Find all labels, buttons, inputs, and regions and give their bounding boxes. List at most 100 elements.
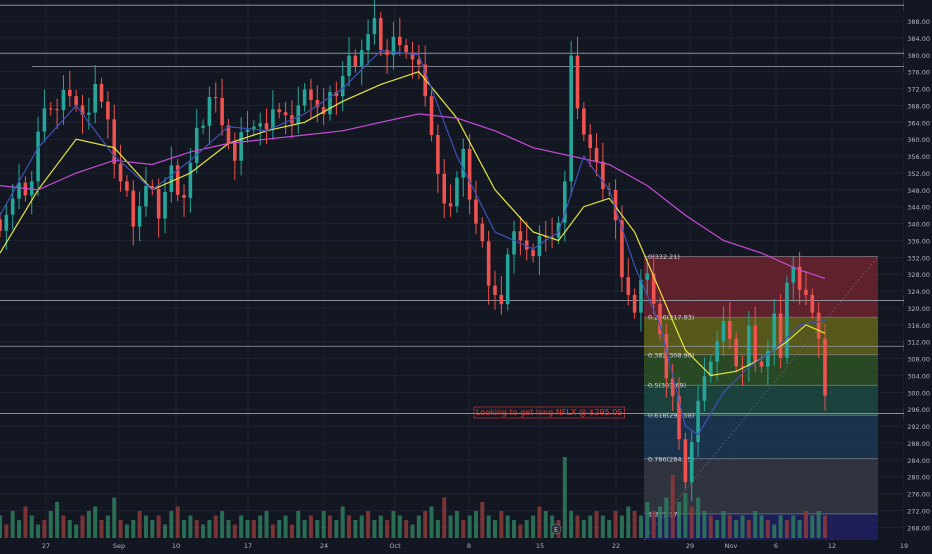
candle-body [734, 338, 738, 367]
candle-body [353, 55, 358, 67]
candle-body [404, 45, 408, 53]
volume-bar [378, 515, 383, 538]
candle-body [366, 34, 370, 51]
candle-body [245, 129, 250, 133]
volume-bar [708, 515, 713, 538]
volume-bar [473, 511, 478, 538]
candle-body [169, 165, 174, 192]
volume-bar [359, 515, 364, 538]
volume-bar [289, 524, 294, 538]
volume-bar [23, 506, 28, 538]
moving-averages [0, 49, 826, 436]
x-tick-label: 12 [828, 542, 836, 550]
earnings-marker: E [550, 523, 562, 535]
candle-body [188, 162, 193, 198]
time-axis-bg[interactable] [0, 540, 932, 550]
volume-bar [442, 497, 447, 538]
x-tick-label: 19 [900, 542, 908, 550]
candle-body [436, 135, 440, 174]
candle-body [163, 191, 167, 219]
candle-body [321, 107, 326, 115]
candle-body [68, 89, 72, 97]
x-tick-label: 17 [244, 542, 252, 550]
volume-bar [67, 520, 72, 538]
y-tick-label: 312.00 [907, 339, 930, 347]
volume-bar [791, 515, 796, 538]
volume-bar [55, 502, 60, 538]
candle-body [563, 181, 567, 223]
candle-body [613, 189, 618, 221]
volume-bar [258, 515, 263, 538]
price-axis-bg[interactable] [904, 0, 932, 550]
candle-body [150, 186, 155, 189]
candle-body [131, 190, 136, 227]
fib-zone [644, 385, 878, 416]
volume-bar [448, 515, 453, 538]
candle-body [17, 182, 21, 199]
x-tick-label: Sep [113, 542, 125, 550]
candle-body [118, 163, 123, 182]
candle-body [728, 321, 732, 339]
y-tick-label: 368.00 [907, 102, 930, 110]
volume-bar [721, 511, 726, 538]
volume-bar [61, 515, 66, 538]
candle-body [810, 294, 815, 313]
fib-trend-line [643, 256, 879, 541]
volume-bar [328, 515, 332, 538]
volume-bar [226, 520, 231, 538]
volume-bar [302, 520, 307, 538]
y-tick-label: 340.00 [907, 221, 930, 229]
x-tick-label: Nov [725, 542, 738, 550]
volume-bar [397, 515, 402, 538]
volume-bar [816, 511, 821, 538]
candle-body [474, 199, 478, 224]
candle-body [823, 338, 827, 396]
candle-body [213, 97, 218, 99]
volume-bar [270, 524, 275, 538]
candle-body [759, 361, 764, 367]
volume-bar [803, 511, 808, 538]
candle-body [258, 123, 262, 127]
volume-bar [638, 515, 643, 538]
candle-body [283, 112, 288, 116]
candle-body [99, 83, 104, 102]
candle-body [778, 313, 783, 358]
candle-body [112, 119, 117, 164]
volume-bar [118, 520, 123, 538]
y-tick-label: 384.00 [907, 35, 930, 43]
x-tick-label: 24 [320, 542, 328, 550]
candle-body [0, 219, 2, 231]
volume-bar [454, 511, 459, 538]
volume-bar [823, 515, 827, 538]
volume-bar [143, 515, 148, 538]
volume-bar [353, 520, 358, 538]
volume-bar [626, 506, 631, 538]
y-tick-label: 352.00 [907, 170, 930, 178]
volume-bar [734, 520, 739, 538]
candle-body [524, 240, 529, 250]
candle-body [340, 75, 345, 97]
y-tick-label: 268.00 [907, 524, 930, 532]
earnings-marker-circle[interactable] [550, 523, 562, 535]
candle-body [137, 206, 142, 227]
volume-bar [175, 506, 180, 538]
volume-bar [10, 511, 15, 538]
candle-body [328, 91, 332, 115]
candle-body [626, 277, 631, 295]
y-tick-label: 388.00 [907, 18, 930, 26]
volume-bar [385, 520, 390, 538]
volume-bar [480, 502, 485, 538]
candle-body [398, 36, 402, 46]
y-tick-label: 308.00 [907, 356, 930, 364]
candle-body [505, 254, 510, 305]
volume-bar [429, 506, 434, 538]
y-tick-label: 344.00 [907, 204, 930, 212]
candle-body [664, 334, 669, 379]
volume-bar [765, 520, 770, 538]
candle-body [334, 91, 339, 97]
candle-body [753, 325, 757, 362]
volume-bar [29, 515, 34, 538]
volume-bar [372, 520, 377, 538]
